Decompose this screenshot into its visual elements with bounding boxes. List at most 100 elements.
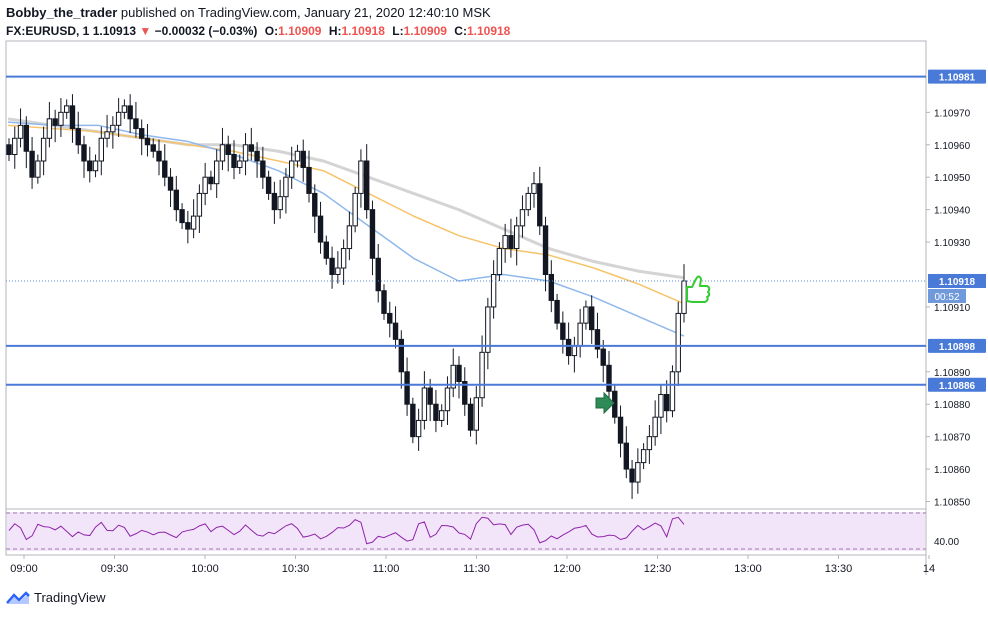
close-value: 1.10918 bbox=[466, 24, 511, 38]
candle-body bbox=[52, 118, 58, 126]
candle-body bbox=[387, 312, 393, 324]
candle-body bbox=[138, 128, 145, 139]
candle-body bbox=[415, 419, 422, 438]
candle-body bbox=[398, 338, 405, 373]
candle-body bbox=[242, 144, 249, 162]
candle-body bbox=[646, 436, 653, 451]
publish-info: Bobby_the_trader published on TradingVie… bbox=[6, 4, 510, 22]
candle-body bbox=[202, 176, 208, 194]
candle-body bbox=[312, 192, 318, 217]
candle-body bbox=[629, 468, 635, 483]
rsi-band bbox=[7, 512, 925, 551]
candle-body bbox=[271, 192, 278, 211]
price-tick-label: 1.10850 bbox=[934, 498, 971, 509]
low-value: 1.10909 bbox=[403, 24, 447, 38]
green-arrow-icon bbox=[595, 391, 615, 415]
candle-body bbox=[294, 150, 301, 162]
candle-body bbox=[565, 338, 572, 357]
candle-body bbox=[277, 196, 283, 211]
candle-body bbox=[260, 160, 266, 178]
candle-body bbox=[467, 403, 474, 431]
candle-body bbox=[560, 322, 566, 340]
candle-body bbox=[115, 111, 122, 126]
candle-body bbox=[502, 235, 508, 250]
candle-body bbox=[496, 248, 503, 276]
candle-body bbox=[594, 329, 601, 350]
candle-body bbox=[317, 215, 324, 243]
candle-body bbox=[588, 306, 595, 331]
candle-body bbox=[421, 387, 428, 421]
candle-body bbox=[98, 137, 105, 162]
time-tick-label: 09:00 bbox=[10, 563, 38, 575]
symbol-line: FX:EURUSD, 1 1.10913 ▼ −0.00032 (−0.03%)… bbox=[6, 24, 511, 38]
tradingview-icon bbox=[6, 590, 30, 604]
candle-body bbox=[583, 306, 589, 324]
candle-body bbox=[663, 393, 670, 412]
candle-body bbox=[635, 462, 641, 483]
time-tick-label: 11:00 bbox=[373, 563, 400, 575]
price-tick-label: 1.10960 bbox=[934, 141, 971, 152]
candle-body bbox=[571, 345, 578, 357]
candle-body bbox=[675, 312, 681, 373]
candle-body bbox=[29, 150, 35, 178]
time-tick-label: 13:30 bbox=[825, 563, 853, 575]
time-tick-label: 09:30 bbox=[101, 563, 129, 575]
rsi-line bbox=[8, 516, 685, 545]
candle-body bbox=[87, 160, 93, 172]
price-tick-label: 1.10940 bbox=[934, 206, 971, 217]
candle-body bbox=[208, 176, 214, 185]
candle-body bbox=[335, 267, 341, 275]
high-value: 1.10918 bbox=[341, 24, 385, 38]
candle-body bbox=[479, 351, 485, 399]
thumbs-up-icon bbox=[686, 275, 711, 303]
current-price-label: 1.10918 bbox=[939, 277, 976, 288]
price-tick-label: 1.10930 bbox=[934, 238, 971, 249]
candle-body bbox=[450, 364, 456, 389]
time-tick-label: 10:00 bbox=[191, 563, 219, 575]
candle-body bbox=[600, 348, 606, 366]
candle-body bbox=[323, 241, 330, 259]
ema-mid-line bbox=[7, 124, 685, 305]
candle-body bbox=[17, 124, 24, 139]
candle-body bbox=[490, 274, 497, 308]
candle-body bbox=[525, 192, 531, 211]
candle-body bbox=[196, 192, 203, 217]
price-change: −0.00032 (−0.03%) bbox=[154, 24, 258, 38]
candle-body bbox=[283, 176, 289, 198]
level-price-badge bbox=[928, 377, 986, 392]
brand-name: TradingView bbox=[34, 590, 106, 605]
candle-body bbox=[185, 222, 191, 230]
candle-body bbox=[156, 150, 162, 162]
candle-body bbox=[300, 150, 306, 168]
candle-body bbox=[288, 160, 295, 178]
symbol-name[interactable]: FX:EURUSD, 1 bbox=[6, 24, 90, 38]
price-tick-label: 1.10970 bbox=[934, 108, 971, 119]
price-tick-label: 1.10870 bbox=[934, 433, 971, 444]
candle-body bbox=[508, 235, 514, 250]
candle-body bbox=[340, 248, 347, 269]
down-triangle-icon: ▼ bbox=[139, 24, 152, 38]
candle-body bbox=[537, 183, 543, 227]
candle-body bbox=[179, 209, 185, 224]
plot-frame bbox=[5, 40, 927, 556]
candle-body bbox=[410, 403, 416, 438]
candle-body bbox=[35, 160, 41, 178]
level-price-label: 1.10981 bbox=[939, 73, 976, 84]
candle-body bbox=[444, 387, 451, 412]
rsi-level-label: 40.00 bbox=[934, 537, 959, 548]
candle-body bbox=[248, 144, 255, 152]
candle-body bbox=[577, 322, 583, 347]
candle-body bbox=[658, 393, 664, 418]
candle-body bbox=[237, 160, 243, 168]
author-name[interactable]: Bobby_the_trader bbox=[6, 5, 118, 20]
candle-body bbox=[606, 364, 612, 392]
tradingview-logo[interactable]: TradingView bbox=[6, 590, 106, 605]
candle-body bbox=[75, 128, 81, 146]
candle-body bbox=[358, 160, 364, 194]
candle-body bbox=[92, 160, 99, 172]
candle-body bbox=[110, 124, 116, 133]
candle-body bbox=[363, 160, 370, 211]
level-price-label: 1.10886 bbox=[939, 381, 976, 392]
candle-body bbox=[346, 225, 353, 250]
